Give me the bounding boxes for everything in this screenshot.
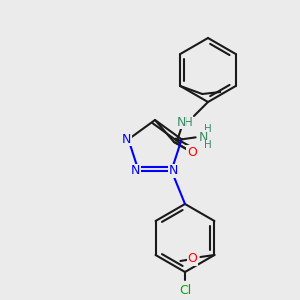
Text: O: O	[188, 253, 197, 266]
Text: N: N	[199, 131, 208, 144]
Text: N: N	[131, 164, 140, 177]
Text: H: H	[184, 116, 192, 128]
Text: Cl: Cl	[179, 284, 191, 296]
Text: O: O	[187, 146, 197, 158]
Text: H: H	[204, 124, 212, 134]
Text: H: H	[204, 140, 212, 150]
Text: N: N	[122, 133, 131, 146]
Text: N: N	[169, 164, 178, 177]
Text: N: N	[176, 116, 186, 128]
